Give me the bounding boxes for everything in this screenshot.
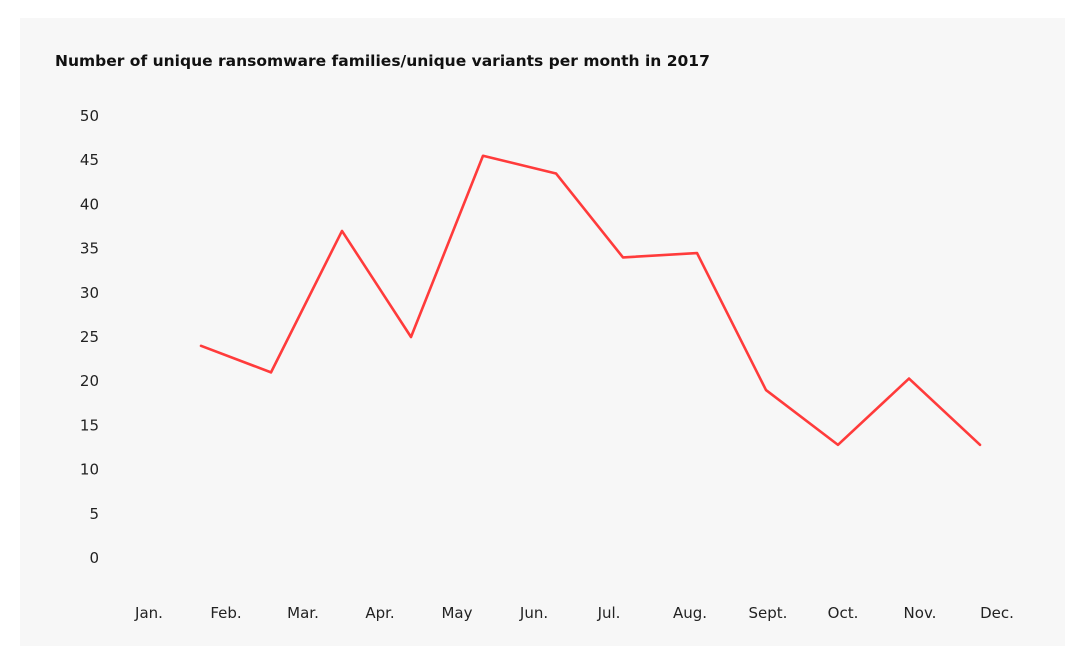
y-tick-label: 10 <box>80 461 99 479</box>
y-tick-label: 50 <box>80 107 99 125</box>
x-tick-label: Dec. <box>980 604 1014 622</box>
y-tick-label: 30 <box>80 284 99 302</box>
x-axis-ticks: Jan. Feb. Mar. Apr. May Jun. Jul. Aug. Sept. Oct.… <box>134 604 1014 622</box>
y-tick-label: 20 <box>80 372 99 390</box>
x-tick-label: May <box>441 604 472 622</box>
x-tick-label: Nov. <box>904 604 937 622</box>
y-tick-label: 35 <box>80 240 99 258</box>
y-tick-label: 15 <box>80 416 99 434</box>
x-tick-label: Mar. <box>287 604 319 622</box>
x-tick-label: Oct. <box>828 604 859 622</box>
series-group <box>199 154 982 447</box>
x-tick-label: Jan. <box>134 604 163 622</box>
y-tick-label: 40 <box>80 195 99 213</box>
y-axis-ticks: 0 5 10 15 20 25 30 35 40 45 50 <box>80 107 99 567</box>
y-tick-label: 0 <box>89 549 99 567</box>
x-tick-label: Feb. <box>210 604 241 622</box>
x-tick-label: Aug. <box>673 604 707 622</box>
chart-title: Number of unique ransomware families/uni… <box>55 52 710 70</box>
x-tick-label: Jul. <box>597 604 621 622</box>
y-tick-label: 45 <box>80 151 99 169</box>
x-tick-label: Sept. <box>749 604 788 622</box>
x-tick-label: Apr. <box>365 604 394 622</box>
chart-panel <box>20 18 1065 646</box>
y-tick-label: 5 <box>89 505 99 523</box>
x-tick-label: Jun. <box>519 604 548 622</box>
series-line <box>199 154 982 447</box>
y-tick-label: 25 <box>80 328 99 346</box>
